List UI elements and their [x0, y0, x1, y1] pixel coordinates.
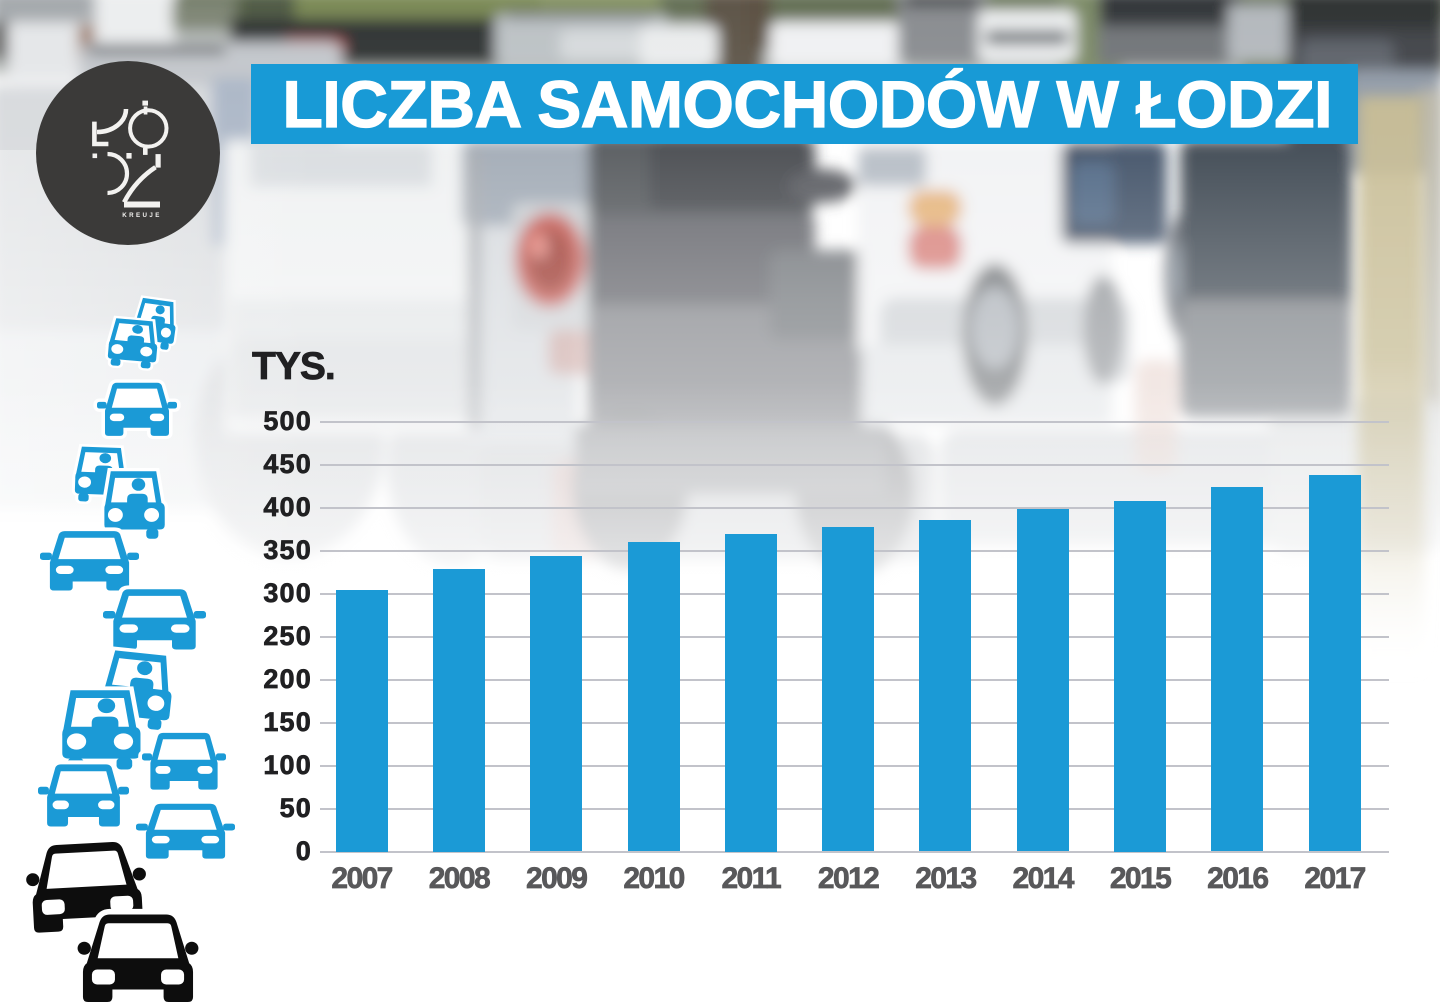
svg-text:KREUJE: KREUJE	[122, 212, 162, 219]
